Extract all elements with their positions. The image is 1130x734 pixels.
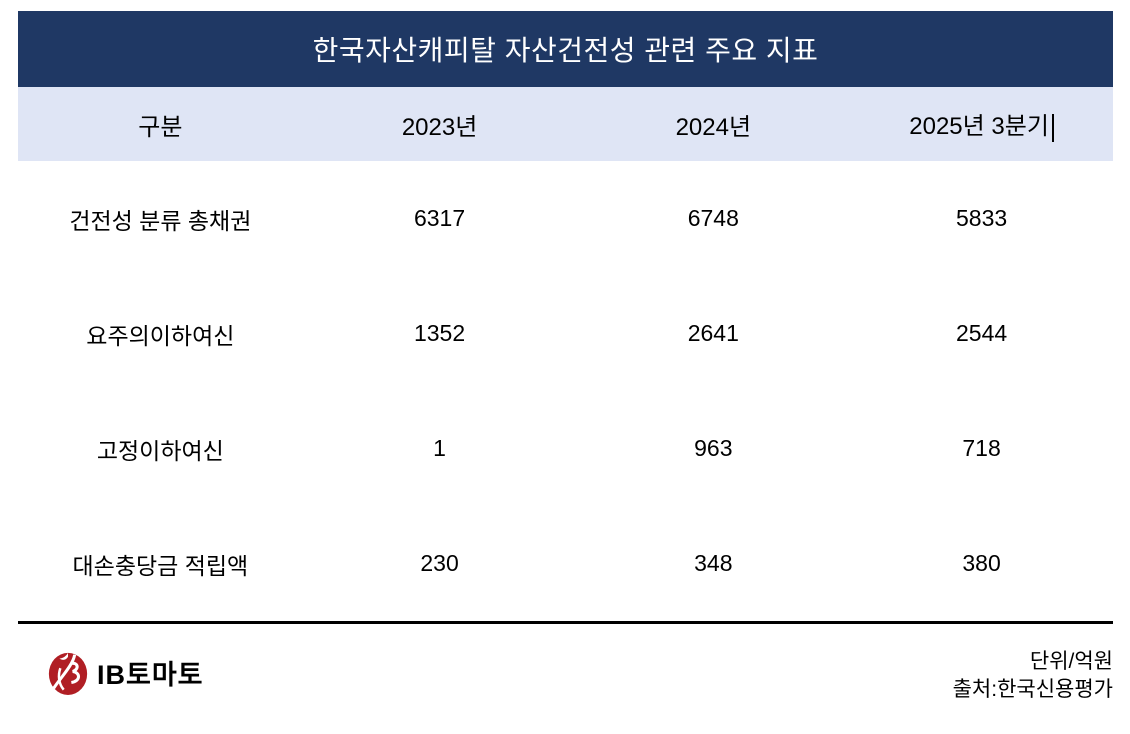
row-label: 요주의이하여신 (86, 322, 235, 349)
divider-line (18, 621, 1113, 624)
tomato-icon (48, 652, 88, 695)
logo-text: IB토마토 (97, 659, 204, 690)
table-row: 대손충당금 적립액 230 348 380 (18, 506, 1113, 621)
row-label: 고정이하여신 (96, 437, 224, 464)
cell-value: 230 (420, 550, 459, 576)
table-row: 고정이하여신 1 963 718 (18, 391, 1113, 506)
ibtomato-logo: IB토마토 (46, 648, 204, 696)
column-header-2025q3-label: 2025년 3분기 (909, 113, 1049, 141)
column-header-2025q3: 2025년 3분기 (850, 106, 1113, 142)
cell-value: 6317 (413, 205, 466, 231)
column-header-2023: 2023년 (401, 113, 478, 141)
cell-value: 2544 (956, 320, 1008, 346)
cell-value: 5833 (956, 205, 1008, 231)
unit-note: 단위/억원 (1029, 650, 1113, 673)
column-header-2024: 2024년 (675, 113, 752, 141)
table-row: 요주의이하여신 1352 2641 2544 (18, 276, 1113, 391)
cell-value: 2641 (687, 320, 739, 346)
cell-value: 963 (694, 435, 733, 461)
cell-value: 1 (433, 435, 446, 461)
table-card: 한국자산캐피탈 자산건전성 관련 주요 지표 구분 2023년 2024년 20… (18, 11, 1113, 704)
column-header-category: 구분 (138, 113, 183, 141)
cell-value: 348 (694, 550, 733, 576)
cell-value: 718 (962, 435, 1001, 461)
row-label: 건전성 분류 총채권 (69, 207, 252, 234)
footer: IB토마토 단위/억원 출처:한국신용평가 (18, 648, 1113, 704)
row-label: 대손충당금 적립액 (72, 552, 249, 579)
cell-value: 380 (962, 550, 1001, 576)
table-header-row: 구분 2023년 2024년 2025년 3분기 (18, 87, 1113, 161)
cell-value: 1352 (413, 320, 466, 346)
title-bar: 한국자산캐피탈 자산건전성 관련 주요 지표 (18, 11, 1113, 87)
source-note: 출처:한국신용평가 (952, 678, 1113, 701)
text-cursor (1051, 113, 1054, 142)
table-row: 건전성 분류 총채권 6317 6748 5833 (18, 161, 1113, 276)
cell-value: 6748 (687, 205, 739, 231)
footnotes: 단위/억원 출처:한국신용평가 (953, 648, 1113, 704)
page-title: 한국자산캐피탈 자산건전성 관련 주요 지표 (312, 35, 819, 66)
